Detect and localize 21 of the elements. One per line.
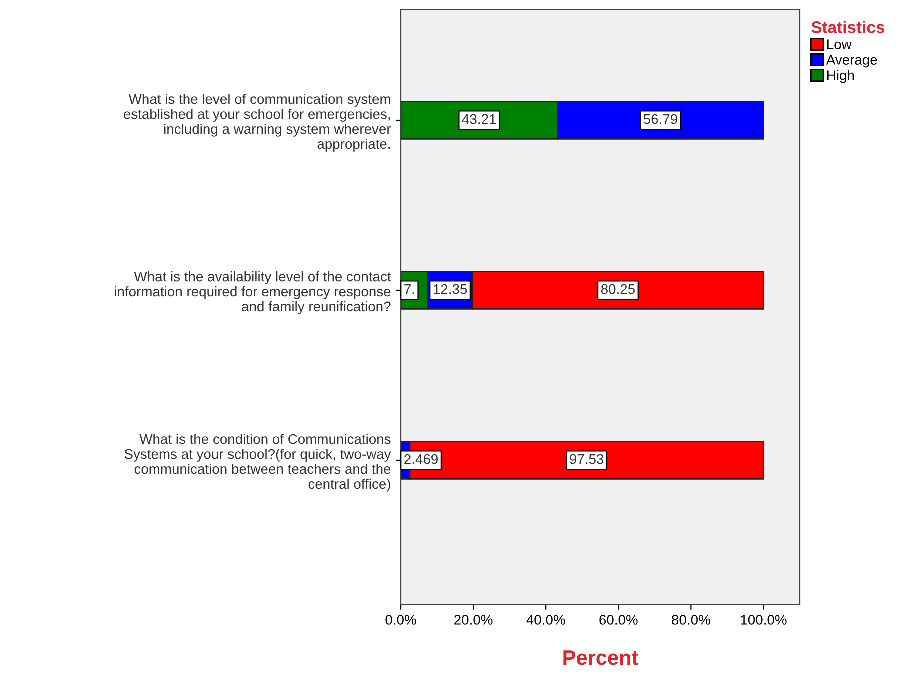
data-label: 80.25: [601, 284, 636, 294]
y-tick-label: What is the availability level of the contact information required for emergency response and family reunification?: [115, 272, 392, 314]
data-label: 7.: [404, 284, 414, 294]
legend-label: High: [828, 70, 854, 84]
y-tick-label: What is the condition of Communications Systems at your school?(for quick, two-way communication between teachers and the central office): [124, 434, 392, 492]
legend-title: Statistics: [812, 21, 885, 34]
legend-label: Average: [826, 55, 878, 68]
y-tick-label: What is the level of communication system established at your school for emergencies, including a warning system wherever appropriate.: [124, 94, 392, 152]
x-tick-label: 40.0%: [526, 615, 566, 625]
x-tick-label: 80.0%: [672, 615, 710, 625]
data-label: 2.469: [404, 454, 438, 464]
legend-label: Low: [828, 40, 852, 50]
data-label: 43.21: [462, 114, 496, 124]
data-label: 12.35: [434, 284, 468, 294]
x-tick-label: 0.0%: [386, 615, 416, 625]
x-tick-label: 20.0%: [454, 615, 493, 625]
x-tick-label: 100.0%: [741, 615, 787, 625]
x-tick-label: 60.0%: [600, 615, 638, 625]
x-axis-title: Percent: [564, 650, 638, 666]
data-label: 97.53: [570, 454, 604, 464]
data-label: 56.79: [644, 114, 678, 124]
